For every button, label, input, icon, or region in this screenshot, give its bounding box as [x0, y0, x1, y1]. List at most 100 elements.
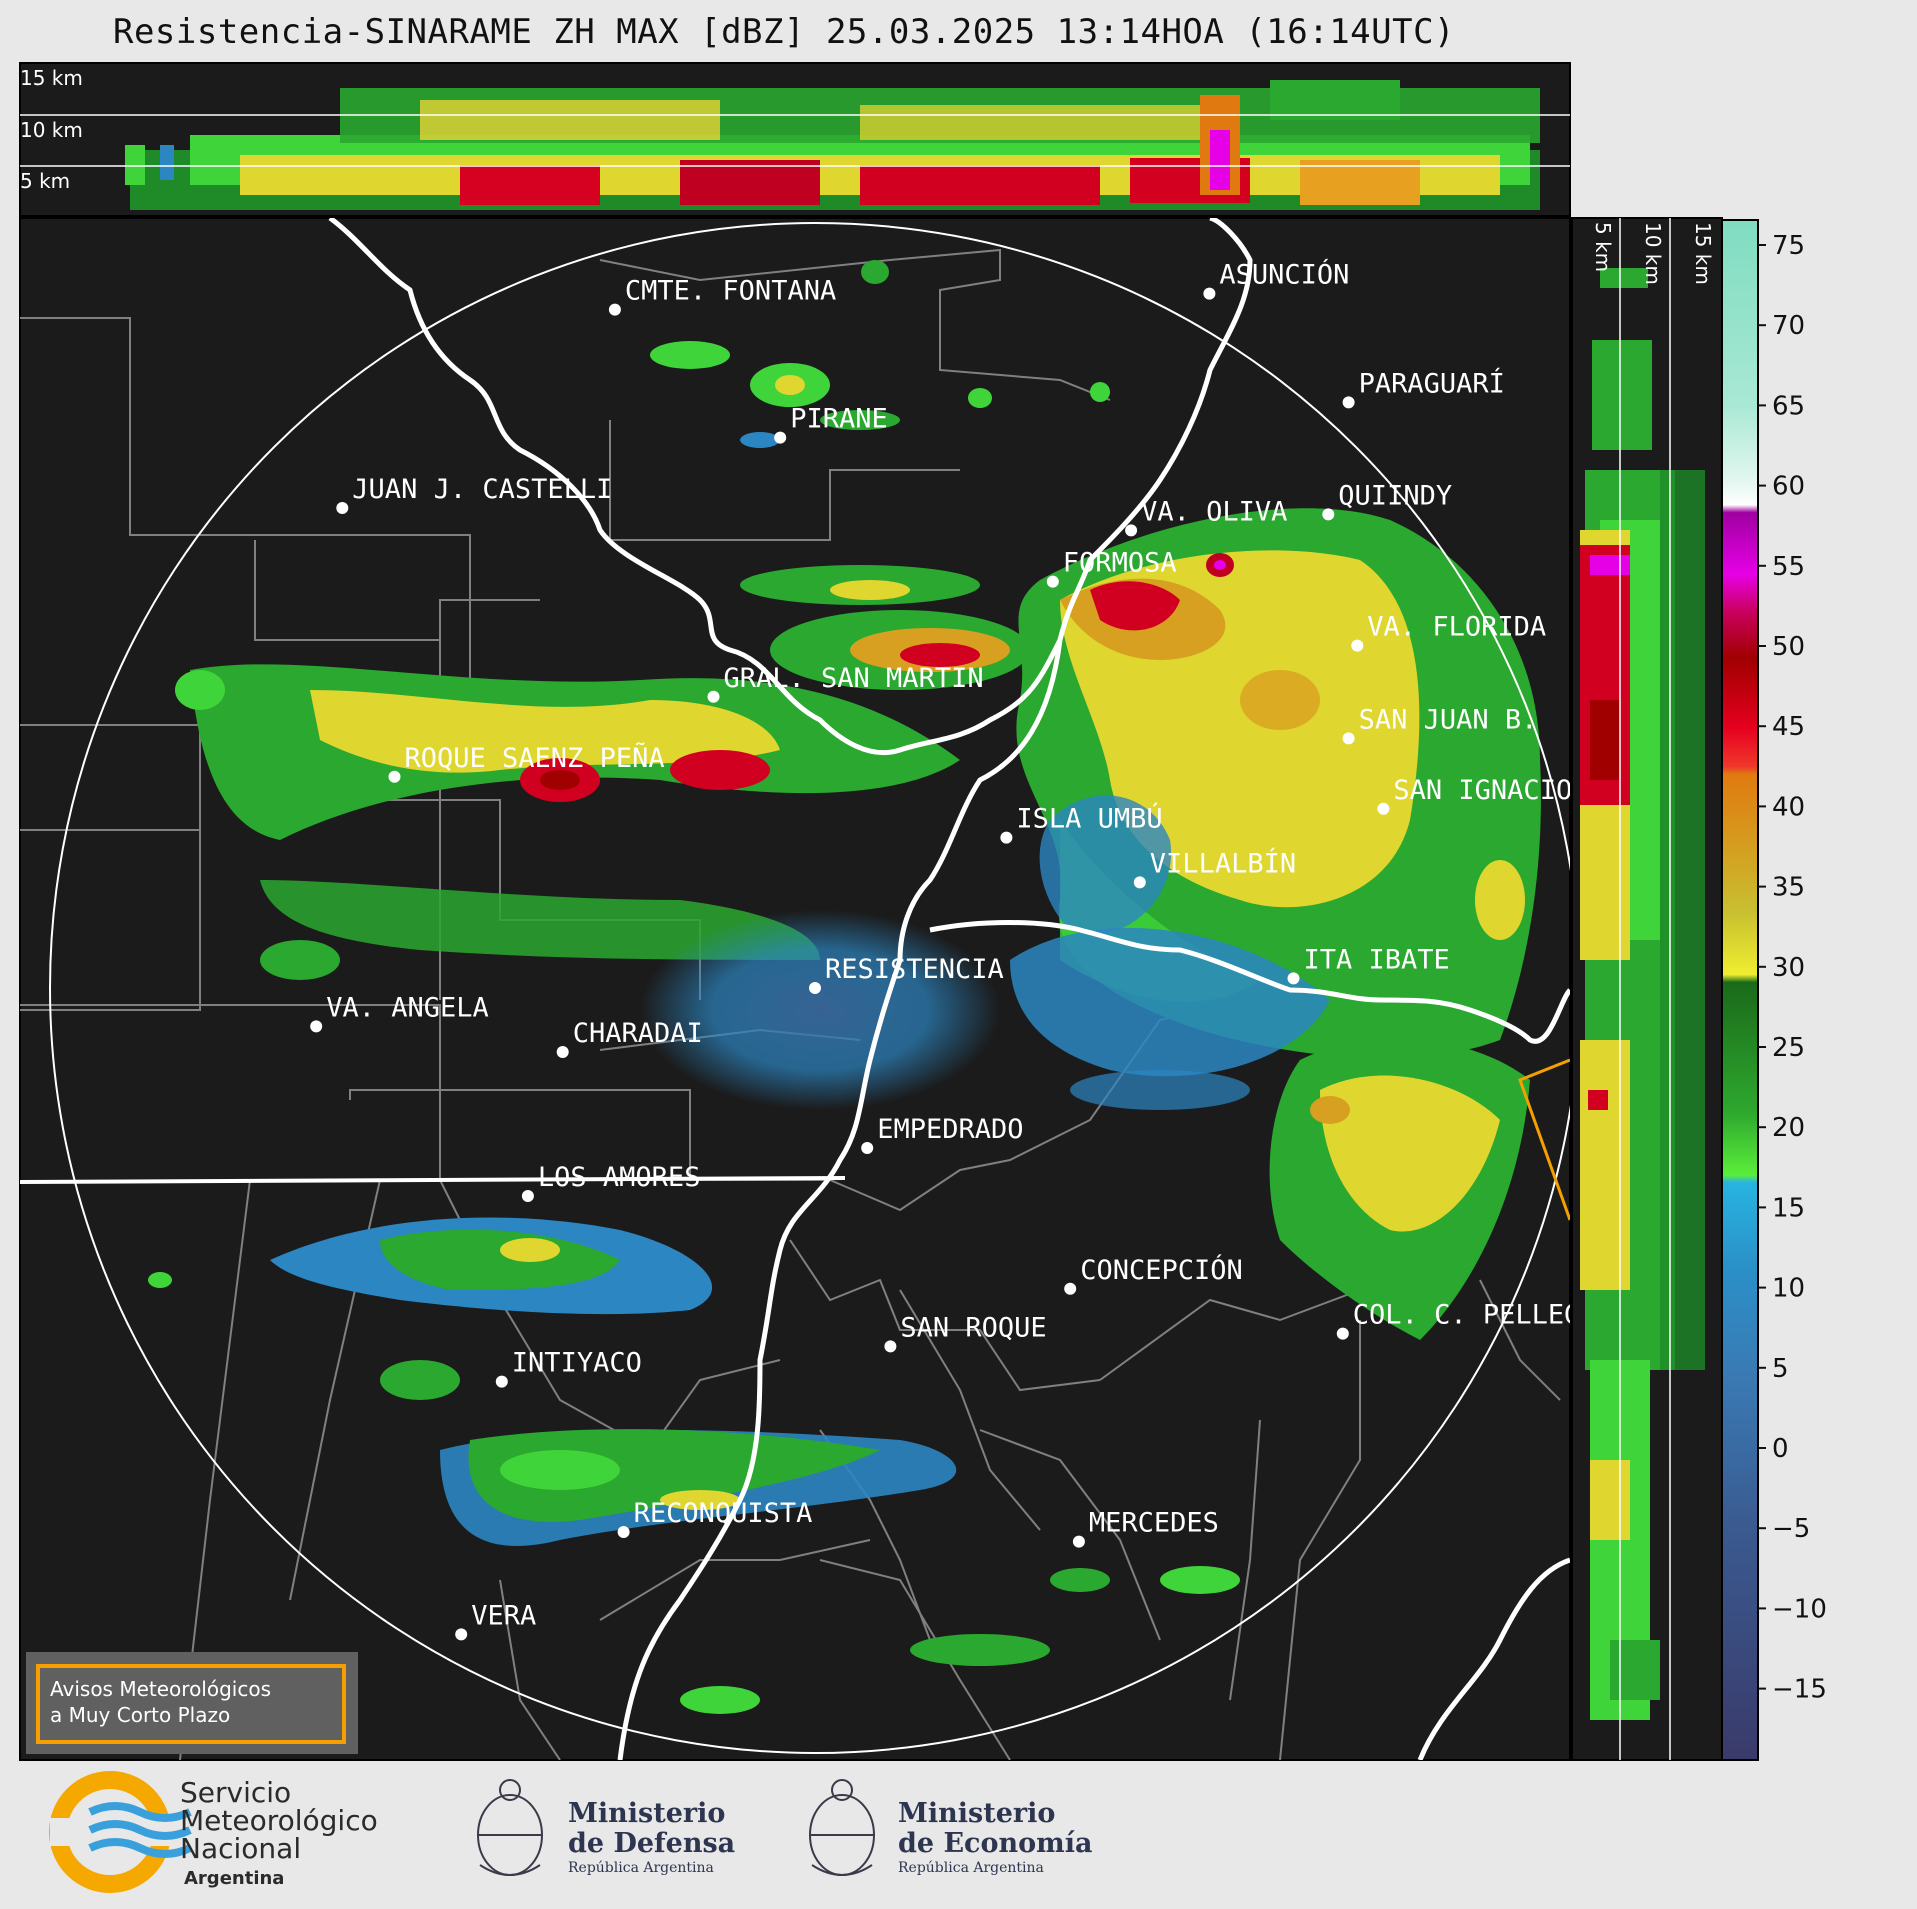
warning-line-2: a Muy Corto Plazo [50, 1703, 230, 1727]
place-marker [774, 431, 787, 444]
place-marker [608, 303, 621, 316]
place-marker [336, 502, 349, 514]
colorbar-tick-label: 0 [1772, 1434, 1789, 1464]
place-marker [388, 770, 401, 783]
range-ring [49, 222, 1570, 1754]
warning-area-outline [1518, 1058, 1570, 1221]
place-marker [1133, 876, 1146, 889]
place-label: CMTE. FONTANA [625, 276, 836, 307]
place-marker [1203, 287, 1216, 300]
smn-logo: Servicio Meteorológico Nacional Argentin… [49, 1771, 378, 1893]
colorbar-tick-label: 10 [1772, 1274, 1805, 1304]
place-label: VA. ANGELA [326, 992, 489, 1023]
place-label: VILLALBÍN [1150, 847, 1296, 879]
colorbar-tick-label: −10 [1772, 1594, 1827, 1624]
top-height-label-10: 10 km [20, 118, 83, 142]
colorbar-tick-label: −5 [1772, 1514, 1810, 1544]
economia-line-2: de Economía [898, 1828, 1092, 1859]
place-label: VA. OLIVA [1141, 496, 1287, 527]
place-marker [1322, 508, 1335, 521]
place-marker [1287, 972, 1300, 985]
colorbar-tick-label: 60 [1772, 472, 1805, 502]
place-label: LOS AMORES [538, 1162, 701, 1193]
place-label: INTIYACO [512, 1348, 642, 1379]
place-marker [1377, 802, 1390, 815]
place-marker [1046, 575, 1059, 588]
place-label: CHARADAI [573, 1018, 703, 1049]
place-marker [884, 1340, 897, 1353]
colorbar-tick-label: 70 [1772, 311, 1805, 341]
place-marker [1125, 524, 1138, 537]
place-labels: CMTE. FONTANA ASUNCIÓN PARAGUARÍ PIRANE JUAN… [310, 259, 1646, 1641]
place-label: FORMOSA [1063, 548, 1177, 579]
place-label: ASUNCIÓN [1219, 259, 1349, 291]
page-title: Resistencia-SINARAME ZH MAX [dBZ] 25.03.… [112, 12, 1456, 52]
smn-line-3: Nacional [180, 1832, 301, 1865]
warning-line-1: Avisos Meteorológicos [50, 1677, 271, 1701]
place-marker [455, 1628, 468, 1641]
place-label: RESISTENCIA [825, 954, 1004, 985]
colorbar-tick-label: 35 [1772, 873, 1805, 903]
place-label: COL. C. PELLEGRINI [1353, 1300, 1646, 1331]
defensa-line-1: Ministerio [568, 1798, 725, 1829]
economia-line-1: Ministerio [898, 1798, 1055, 1829]
place-marker [809, 982, 821, 994]
economia-logo: Ministerio de Economía República Argenti… [809, 1779, 1092, 1876]
smn-line-2: Meteorológico [180, 1804, 378, 1837]
colorbar-tick-label: 55 [1772, 552, 1805, 582]
top-height-label-15: 15 km [20, 66, 83, 90]
place-label: VERA [471, 1600, 536, 1631]
place-label: ITA IBATE [1304, 944, 1450, 975]
echo-band-south [380, 1360, 1240, 1714]
echo-cells-north [650, 260, 1110, 605]
colorbar-tick-label: 25 [1772, 1033, 1805, 1063]
right-height-label-5: 5 km [1591, 222, 1615, 272]
place-label: PARAGUARÍ [1359, 367, 1505, 399]
place-marker [556, 1046, 569, 1058]
place-label: EMPEDRADO [877, 1114, 1023, 1145]
echo-storm-southeast [1269, 1038, 1530, 1340]
place-label: GRAL. SAN MARTIN [724, 663, 984, 694]
place-label: SAN JUAN B. [1359, 704, 1538, 735]
smn-line-4: Argentina [184, 1868, 284, 1889]
place-marker [495, 1375, 508, 1388]
place-marker [617, 1526, 630, 1538]
top-height-label-5: 5 km [20, 169, 70, 193]
radar-map: CMTE. FONTANA ASUNCIÓN PARAGUARÍ PIRANE JUAN… [19, 217, 1646, 1761]
place-label: RECONQUISTA [634, 1498, 813, 1529]
colorbar-tick-label: 30 [1772, 953, 1805, 983]
colorbar-tick-label: 40 [1772, 792, 1805, 822]
place-marker [861, 1142, 874, 1154]
place-label: QUIINDY [1338, 480, 1452, 511]
echo-band-los-amores [148, 1217, 713, 1315]
colorbar-tick-label: 50 [1772, 632, 1805, 662]
defensa-line-2: de Defensa [568, 1828, 735, 1859]
place-marker [1336, 1327, 1349, 1340]
right-height-label-10: 10 km [1641, 222, 1665, 285]
place-marker [1064, 1282, 1077, 1295]
warning-box: Avisos Meteorológicos a Muy Corto Plazo [26, 1652, 358, 1754]
place-label: ROQUE SAENZ PEÑA [405, 742, 665, 774]
place-label: ISLA UMBÚ [1016, 803, 1162, 835]
smn-line-1: Servicio [180, 1776, 291, 1809]
argentina-coat-of-arms-icon [809, 1779, 875, 1876]
colorbar-tick-label: 5 [1772, 1354, 1789, 1384]
place-label: MERCEDES [1089, 1508, 1219, 1539]
place-marker [1342, 732, 1355, 745]
right-height-profile: 5 km 10 km 15 km [1571, 217, 1723, 1761]
rivers [20, 218, 1570, 1760]
top-height-profile: 15 km 10 km 5 km [19, 62, 1571, 217]
colorbar-tick-label: 15 [1772, 1193, 1805, 1223]
economia-line-3: República Argentina [898, 1860, 1044, 1876]
place-marker [1072, 1535, 1085, 1548]
place-label: CONCEPCIÓN [1080, 1254, 1243, 1286]
colorbar-tick-label: 45 [1772, 712, 1805, 742]
place-label: PIRANE [790, 404, 888, 435]
place-marker [1342, 396, 1355, 409]
place-label: SAN IGNACIO [1393, 775, 1572, 806]
place-label: JUAN J. CASTELLI [352, 474, 612, 505]
echo-band-west [175, 664, 960, 980]
